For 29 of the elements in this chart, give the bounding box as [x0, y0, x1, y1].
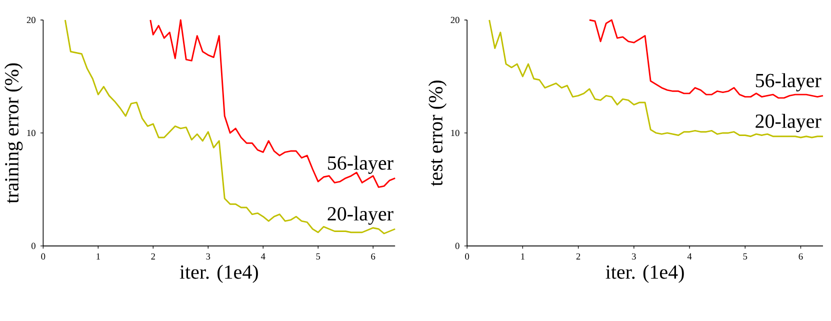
y-tick-label: 10: [27, 130, 36, 136]
x-axis-title: iter. (1e4): [606, 264, 684, 283]
line-series: [150, 19, 396, 188]
x-tick-label: 5: [316, 253, 320, 260]
y-tick-label: 20: [450, 16, 460, 24]
series-label: 20-layer: [756, 114, 822, 132]
x-tick-label: 2: [576, 253, 580, 260]
x-tick-label: 5: [743, 253, 748, 260]
x-tick-label: 4: [687, 253, 692, 260]
x-tick-label: 3: [632, 253, 636, 260]
x-tick-label: 4: [260, 253, 266, 260]
y-tick-label: 10: [451, 130, 460, 136]
y-axis-title: training error (%): [4, 63, 23, 204]
x-tick-label: 0: [41, 253, 46, 260]
x-tick-label: 6: [798, 253, 803, 260]
series-label: 56-layer: [328, 156, 394, 174]
x-tick-label: 1: [521, 253, 524, 260]
y-tick-label: 20: [26, 16, 36, 24]
series-label: 20-layer: [328, 206, 394, 225]
x-tick-label: 2: [151, 253, 155, 260]
y-tick-label: 0: [455, 242, 460, 250]
x-axis-title: iter. (1e4): [180, 264, 258, 283]
y-axis-title: test error (%): [428, 80, 447, 186]
y-tick-label: 0: [31, 242, 36, 250]
series-label: 56-layer: [756, 73, 822, 92]
x-tick-label: 1: [96, 253, 100, 260]
x-tick-label: 0: [465, 253, 470, 260]
x-tick-label: 3: [206, 253, 210, 260]
x-tick-label: 6: [371, 253, 376, 260]
